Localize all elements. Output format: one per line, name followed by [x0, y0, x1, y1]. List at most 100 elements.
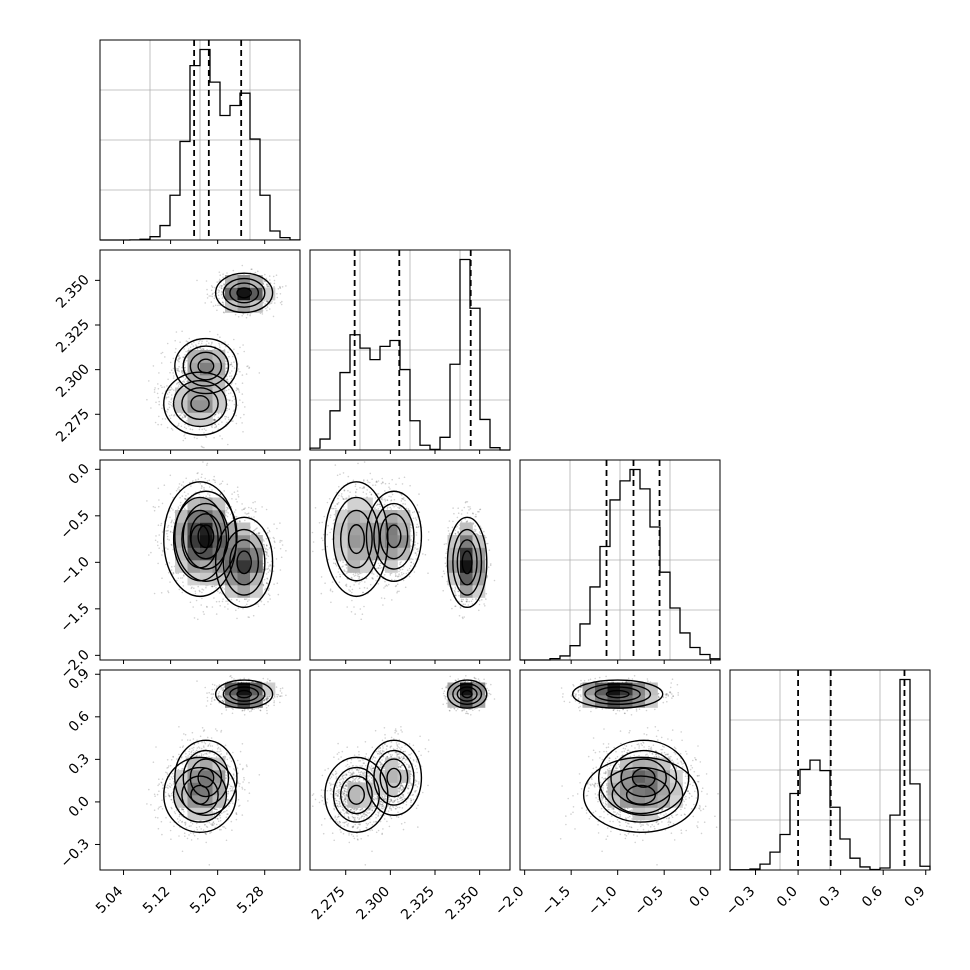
sample-point — [174, 339, 176, 342]
sample-point — [221, 421, 223, 423]
sample-point — [178, 358, 180, 360]
sample-point — [158, 547, 160, 549]
sample-point — [167, 396, 170, 398]
sample-point — [178, 356, 181, 359]
sample-point — [169, 493, 172, 495]
sample-point — [167, 378, 169, 381]
sample-point — [169, 417, 172, 420]
sample-point — [263, 603, 266, 606]
sample-point — [195, 345, 198, 347]
sample-point — [178, 422, 180, 425]
sample-point — [170, 525, 173, 528]
sample-point — [179, 357, 181, 359]
sample-point — [169, 474, 172, 477]
sample-point — [237, 607, 240, 609]
sample-point — [211, 341, 213, 344]
density-cell — [237, 275, 251, 288]
sample-point — [160, 362, 163, 364]
sample-point — [211, 293, 214, 296]
sample-point — [167, 408, 169, 411]
sample-point — [169, 516, 171, 519]
sample-point — [264, 588, 266, 591]
sample-point — [279, 286, 281, 289]
sample-point — [265, 547, 267, 550]
sample-point — [276, 293, 278, 295]
sample-point — [160, 524, 162, 527]
sample-point — [214, 426, 216, 429]
sample-point — [226, 483, 229, 486]
sample-point — [228, 399, 231, 402]
sample-point — [230, 363, 233, 366]
sample-point — [157, 562, 159, 565]
sample-point — [266, 577, 269, 580]
sample-point — [178, 383, 181, 386]
sample-point — [218, 344, 221, 346]
sample-point — [172, 367, 175, 370]
sample-point — [265, 508, 268, 511]
sample-point — [225, 360, 228, 363]
sample-point — [178, 370, 181, 373]
sample-point — [167, 524, 170, 527]
sample-point — [237, 352, 239, 355]
sample-point — [178, 354, 180, 357]
sample-point — [184, 437, 187, 440]
sample-point — [214, 304, 217, 307]
sample-point — [166, 535, 169, 538]
sample-point — [241, 393, 244, 395]
sample-point — [263, 280, 265, 283]
sample-point — [184, 378, 186, 381]
sample-point — [233, 403, 236, 406]
sample-point — [161, 392, 164, 395]
sample-point — [268, 587, 270, 590]
sample-point — [241, 264, 244, 267]
sample-point — [281, 300, 283, 303]
sample-point — [185, 340, 188, 342]
sample-point — [246, 365, 248, 368]
sample-point — [224, 341, 226, 343]
sample-point — [185, 350, 187, 353]
sample-point — [257, 270, 259, 273]
sample-point — [208, 494, 211, 497]
sample-point — [238, 391, 241, 393]
sample-point — [177, 424, 180, 426]
sample-point — [218, 342, 220, 345]
sample-point — [223, 283, 225, 285]
sample-point — [168, 539, 170, 541]
sample-point — [204, 302, 206, 304]
sample-point — [267, 300, 269, 303]
sample-point — [167, 591, 170, 594]
sample-point — [267, 531, 269, 534]
sample-point — [218, 600, 221, 603]
sample-point — [178, 588, 181, 591]
sample-point — [161, 351, 164, 354]
sample-point — [275, 558, 278, 560]
sample-point — [197, 618, 199, 621]
sample-point — [217, 590, 219, 593]
sample-point — [252, 614, 255, 617]
sample-point — [215, 587, 217, 589]
sample-point — [182, 356, 185, 359]
sample-point — [177, 385, 180, 387]
sample-point — [208, 295, 210, 297]
sample-point — [200, 348, 202, 350]
sample-point — [170, 394, 173, 396]
sample-point — [241, 401, 244, 404]
sample-point — [279, 539, 282, 542]
sample-point — [248, 506, 250, 509]
sample-point — [201, 428, 203, 431]
sample-point — [214, 286, 216, 289]
sample-point — [222, 303, 225, 306]
sample-point — [268, 547, 271, 549]
sample-point — [227, 392, 230, 395]
sample-point — [215, 613, 218, 615]
sample-point — [158, 400, 160, 403]
sample-point — [221, 284, 223, 287]
sample-point — [242, 431, 244, 433]
sample-point — [177, 367, 179, 370]
sample-point — [276, 296, 279, 299]
sample-point — [260, 600, 263, 603]
sample-point — [185, 427, 187, 430]
sample-point — [266, 306, 269, 308]
sample-point — [210, 289, 213, 292]
sample-point — [228, 418, 230, 421]
